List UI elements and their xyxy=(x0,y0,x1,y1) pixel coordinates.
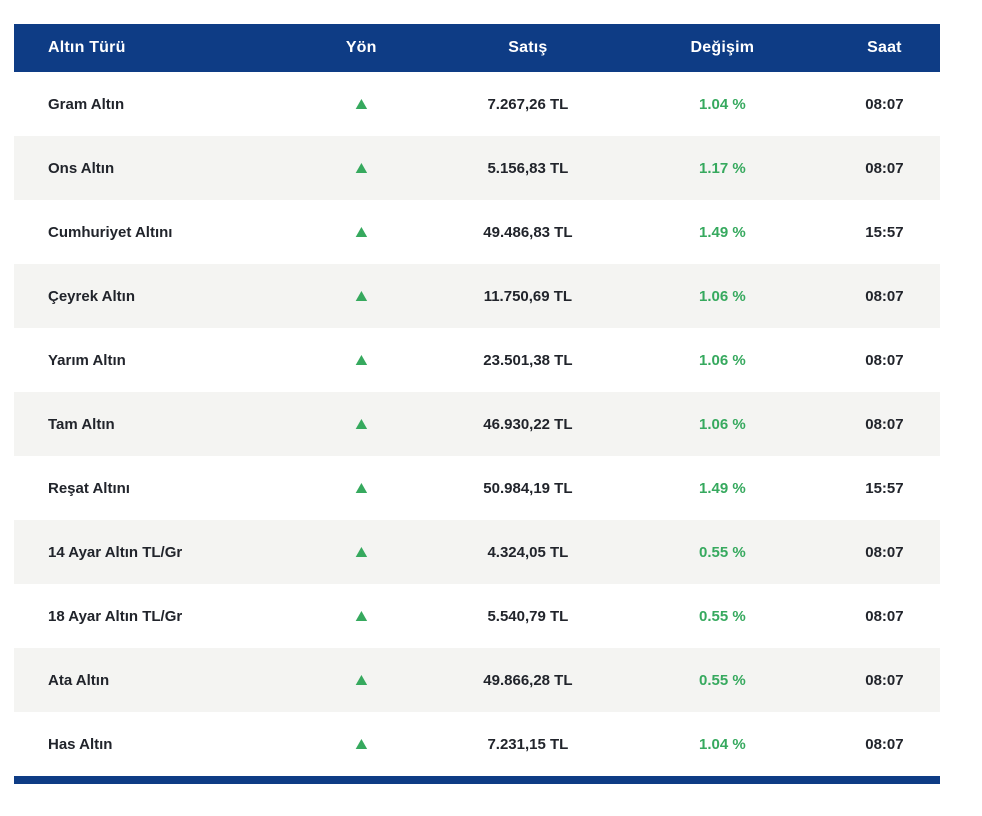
up-arrow-icon: ▲ xyxy=(351,606,371,625)
col-header-direction: Yön xyxy=(282,24,440,72)
direction-cell: ▲ xyxy=(283,392,440,456)
time-cell: 08:07 xyxy=(865,415,904,433)
table-row: Çeyrek Altın ▲ 11.750,69 TL 1.06 % 08:07 xyxy=(14,264,940,328)
up-arrow-icon: ▲ xyxy=(351,222,371,241)
price-cell: 7.267,26 TL xyxy=(487,95,569,113)
direction-cell: ▲ xyxy=(283,200,440,264)
price-cell: 49.486,83 TL xyxy=(483,223,573,241)
price-cell: 4.324,05 TL xyxy=(487,543,569,561)
time-cell: 15:57 xyxy=(865,479,904,497)
price-cell: 50.984,19 TL xyxy=(483,479,573,497)
change-cell: 0.55 % xyxy=(699,543,746,561)
time-cell: 15:57 xyxy=(865,223,904,241)
gold-type-cell: Çeyrek Altın xyxy=(48,287,135,305)
price-cell: 11.750,69 TL xyxy=(483,287,573,305)
col-header-price: Satış xyxy=(439,24,616,72)
col-header-gold-type: Altın Türü xyxy=(14,24,283,72)
change-cell: 1.49 % xyxy=(699,479,746,497)
change-cell: 1.17 % xyxy=(699,159,746,177)
table-row: Has Altın ▲ 7.231,15 TL 1.04 % 08:07 xyxy=(14,712,940,776)
change-cell: 1.06 % xyxy=(699,351,746,369)
change-cell: 0.55 % xyxy=(699,607,746,625)
time-cell: 08:07 xyxy=(865,735,904,753)
change-cell: 1.06 % xyxy=(699,287,746,305)
direction-cell: ▲ xyxy=(283,328,440,392)
up-arrow-icon: ▲ xyxy=(351,350,371,369)
table-row: 14 Ayar Altın TL/Gr ▲ 4.324,05 TL 0.55 % 08:… xyxy=(14,520,940,584)
up-arrow-icon: ▲ xyxy=(351,414,371,433)
time-cell: 08:07 xyxy=(865,159,904,177)
price-cell: 23.501,38 TL xyxy=(483,351,573,369)
change-cell: 1.04 % xyxy=(699,95,746,113)
table-row: Reşat Altını ▲ 50.984,19 TL 1.49 % 15:57 xyxy=(14,456,940,520)
gold-type-cell: 14 Ayar Altın TL/Gr xyxy=(48,543,183,561)
change-cell: 1.04 % xyxy=(699,735,746,753)
direction-cell: ▲ xyxy=(283,456,440,520)
price-cell: 7.231,15 TL xyxy=(487,735,569,753)
gold-type-cell: Cumhuriyet Altını xyxy=(48,223,173,241)
direction-cell: ▲ xyxy=(283,584,440,648)
direction-cell: ▲ xyxy=(283,264,440,328)
col-header-time: Saat xyxy=(828,24,940,72)
price-cell: 5.540,79 TL xyxy=(487,607,569,625)
direction-cell: ▲ xyxy=(283,712,440,776)
table-row: 18 Ayar Altın TL/Gr ▲ 5.540,79 TL 0.55 % 08:… xyxy=(14,584,940,648)
table-body: Gram Altın ▲ 7.267,26 TL 1.04 % 08:07 Ons Alt… xyxy=(14,72,940,776)
up-arrow-icon: ▲ xyxy=(351,158,371,177)
table-header-row: Altın Türü Yön Satış Değişim Saat xyxy=(14,24,940,72)
gold-prices-grid: Altın Türü Yön Satış Değişim Saat Gram A… xyxy=(14,24,940,776)
table-row: Ata Altın ▲ 49.866,28 TL 0.55 % 08:07 xyxy=(14,648,940,712)
table-row: Tam Altın ▲ 46.930,22 TL 1.06 % 08:07 xyxy=(14,392,940,456)
table-row: Yarım Altın ▲ 23.501,38 TL 1.06 % 08:07 xyxy=(14,328,940,392)
change-cell: 0.55 % xyxy=(699,671,746,689)
gold-type-cell: Yarım Altın xyxy=(48,351,126,369)
time-cell: 08:07 xyxy=(865,671,904,689)
change-cell: 1.49 % xyxy=(699,223,746,241)
table-row: Gram Altın ▲ 7.267,26 TL 1.04 % 08:07 xyxy=(14,72,940,136)
direction-cell: ▲ xyxy=(283,648,440,712)
price-cell: 49.866,28 TL xyxy=(483,671,573,689)
up-arrow-icon: ▲ xyxy=(351,670,371,689)
price-cell: 46.930,22 TL xyxy=(483,415,573,433)
up-arrow-icon: ▲ xyxy=(351,286,371,305)
direction-cell: ▲ xyxy=(283,520,440,584)
time-cell: 08:07 xyxy=(865,351,904,369)
time-cell: 08:07 xyxy=(865,607,904,625)
change-cell: 1.06 % xyxy=(699,415,746,433)
table-row: Ons Altın ▲ 5.156,83 TL 1.17 % 08:07 xyxy=(14,136,940,200)
up-arrow-icon: ▲ xyxy=(351,94,371,113)
gold-type-cell: Gram Altın xyxy=(48,95,125,113)
up-arrow-icon: ▲ xyxy=(351,478,371,497)
time-cell: 08:07 xyxy=(865,543,904,561)
gold-type-cell: Reşat Altını xyxy=(48,479,130,497)
gold-type-cell: Tam Altın xyxy=(48,415,115,433)
table-row: Cumhuriyet Altını ▲ 49.486,83 TL 1.49 % 15:5… xyxy=(14,200,940,264)
time-cell: 08:07 xyxy=(865,287,904,305)
gold-type-cell: 18 Ayar Altın TL/Gr xyxy=(48,607,183,625)
up-arrow-icon: ▲ xyxy=(351,542,371,561)
table-footer-bar xyxy=(14,776,940,784)
price-cell: 5.156,83 TL xyxy=(487,159,569,177)
gold-type-cell: Ons Altın xyxy=(48,159,115,177)
up-arrow-icon: ▲ xyxy=(351,734,371,753)
gold-type-cell: Ata Altın xyxy=(48,671,110,689)
col-header-change: Değişim xyxy=(615,24,829,72)
direction-cell: ▲ xyxy=(283,136,440,200)
gold-type-cell: Has Altın xyxy=(48,735,113,753)
time-cell: 08:07 xyxy=(865,95,904,113)
direction-cell: ▲ xyxy=(283,72,440,136)
gold-prices-table: Altın Türü Yön Satış Değişim Saat Gram A… xyxy=(14,24,940,784)
